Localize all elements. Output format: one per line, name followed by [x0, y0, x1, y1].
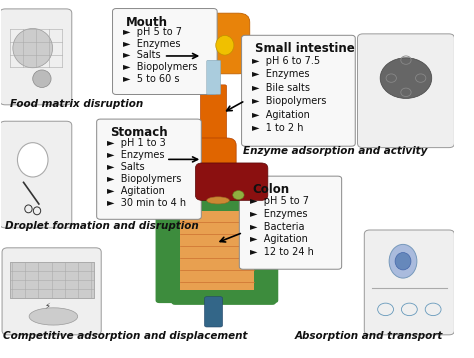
FancyBboxPatch shape	[97, 119, 201, 219]
Text: ►  30 min to 4 h: ► 30 min to 4 h	[107, 198, 186, 208]
Text: ►  Bile salts: ► Bile salts	[252, 83, 310, 93]
Ellipse shape	[216, 35, 234, 55]
FancyBboxPatch shape	[172, 285, 276, 305]
FancyBboxPatch shape	[155, 208, 181, 303]
Text: ►  Biopolymers: ► Biopolymers	[252, 96, 327, 106]
FancyBboxPatch shape	[365, 230, 455, 335]
FancyBboxPatch shape	[201, 142, 227, 159]
Ellipse shape	[389, 245, 417, 278]
Ellipse shape	[395, 252, 411, 270]
FancyBboxPatch shape	[2, 248, 101, 335]
Text: Small intestine: Small intestine	[255, 42, 355, 55]
Text: ►  pH 1 to 3: ► pH 1 to 3	[107, 138, 166, 148]
Text: Droplet formation and disruption: Droplet formation and disruption	[5, 221, 199, 231]
Text: Competitive adsorption and displacement: Competitive adsorption and displacement	[3, 331, 247, 341]
Text: ►  Agitation: ► Agitation	[250, 234, 308, 245]
FancyBboxPatch shape	[357, 34, 455, 147]
Ellipse shape	[13, 29, 53, 68]
FancyBboxPatch shape	[242, 35, 355, 146]
Text: ►  Enzymes: ► Enzymes	[107, 150, 164, 160]
FancyBboxPatch shape	[239, 176, 342, 269]
Text: ►  Enzymes: ► Enzymes	[250, 209, 307, 219]
FancyBboxPatch shape	[173, 138, 236, 188]
Ellipse shape	[33, 70, 51, 87]
Ellipse shape	[29, 308, 78, 325]
Text: ►  pH 5 to 7: ► pH 5 to 7	[250, 196, 309, 206]
Text: ►  Enzymes: ► Enzymes	[252, 69, 310, 79]
Text: ►  Biopolymers: ► Biopolymers	[123, 62, 197, 72]
Text: Stomach: Stomach	[109, 126, 167, 139]
Text: ⚡: ⚡	[44, 301, 50, 310]
FancyBboxPatch shape	[180, 211, 254, 290]
Text: ►  Agitation: ► Agitation	[107, 186, 165, 196]
FancyBboxPatch shape	[155, 196, 278, 221]
FancyBboxPatch shape	[207, 60, 221, 95]
FancyBboxPatch shape	[195, 163, 268, 200]
Circle shape	[380, 58, 432, 98]
Ellipse shape	[18, 143, 48, 177]
FancyBboxPatch shape	[112, 9, 217, 95]
FancyBboxPatch shape	[204, 297, 223, 327]
Text: Food matrix disruption: Food matrix disruption	[10, 100, 143, 110]
FancyBboxPatch shape	[10, 262, 93, 297]
Text: ►  pH 6 to 7.5: ► pH 6 to 7.5	[252, 56, 320, 66]
Text: Mouth: Mouth	[126, 16, 167, 29]
Text: ►  pH 5 to 7: ► pH 5 to 7	[123, 27, 182, 37]
Text: ►  5 to 60 s: ► 5 to 60 s	[123, 74, 180, 84]
FancyBboxPatch shape	[0, 9, 72, 105]
FancyBboxPatch shape	[177, 13, 250, 74]
Ellipse shape	[207, 197, 229, 204]
Text: ►  Bacteria: ► Bacteria	[250, 222, 304, 232]
Text: ►  Salts: ► Salts	[123, 50, 161, 61]
Text: ►  Salts: ► Salts	[107, 162, 145, 172]
FancyBboxPatch shape	[253, 208, 278, 303]
Ellipse shape	[233, 190, 244, 199]
FancyBboxPatch shape	[0, 121, 72, 228]
Text: ►  12 to 24 h: ► 12 to 24 h	[250, 247, 314, 257]
Text: Enzyme adsorption and activity: Enzyme adsorption and activity	[243, 146, 428, 156]
Text: ►  Enzymes: ► Enzymes	[123, 39, 181, 49]
Text: ►  Agitation: ► Agitation	[252, 110, 310, 120]
Text: ►  Biopolymers: ► Biopolymers	[107, 174, 182, 184]
FancyBboxPatch shape	[201, 85, 227, 146]
Text: ►  1 to 2 h: ► 1 to 2 h	[252, 124, 303, 134]
Text: Absorption and transport: Absorption and transport	[295, 331, 443, 341]
Text: Colon: Colon	[252, 183, 289, 196]
